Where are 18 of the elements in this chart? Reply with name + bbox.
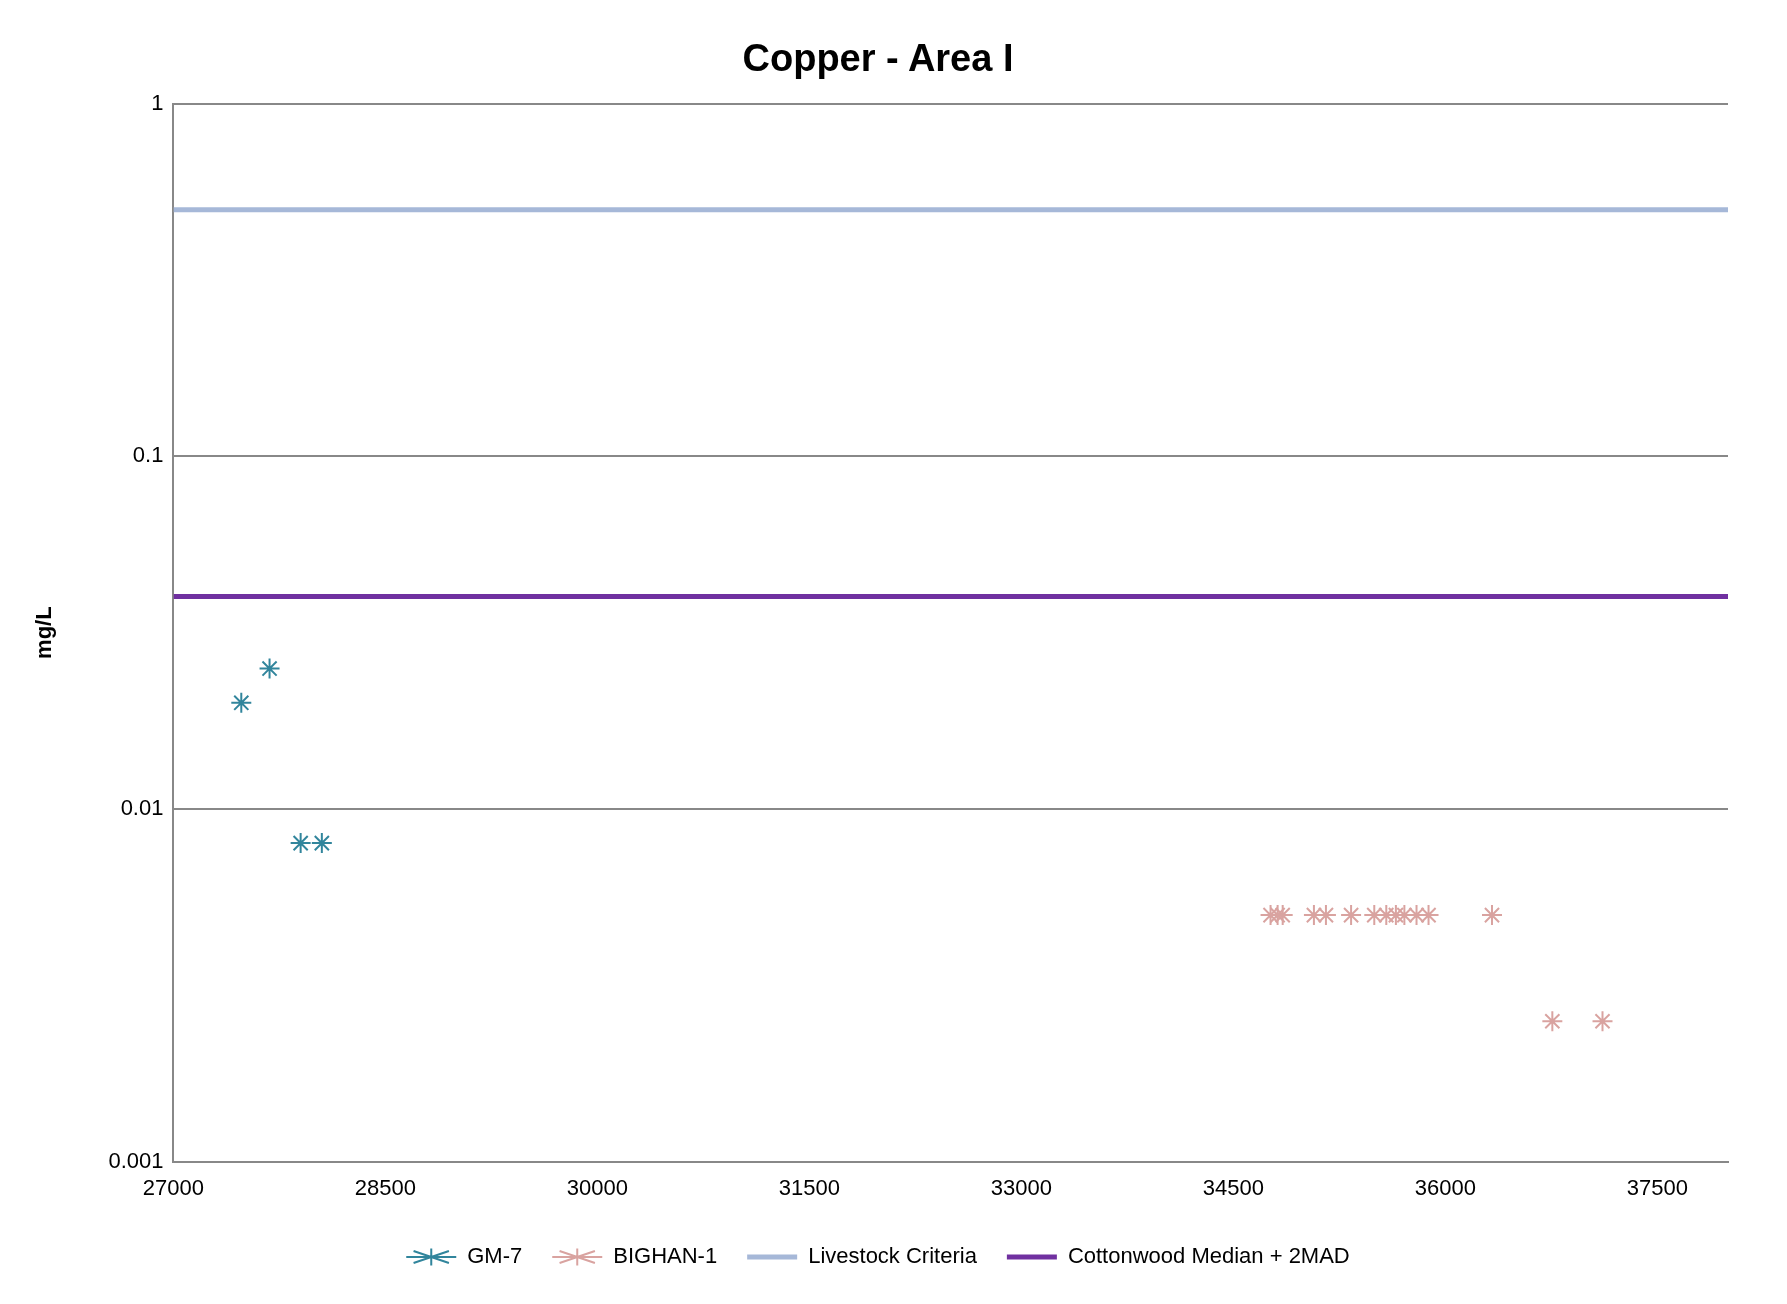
y-tick-label: 0.001: [108, 1147, 164, 1173]
x-tick-label: 33000: [990, 1174, 1052, 1200]
y-tick-label: 0.1: [132, 442, 164, 468]
y-axis-title: mg/L: [31, 606, 57, 659]
legend-label: Livestock Criteria: [808, 1243, 978, 1269]
chart-title: Copper - Area I: [742, 37, 1014, 80]
x-tick-label: 28500: [354, 1174, 417, 1200]
legend-label: GM-7: [467, 1243, 523, 1269]
x-tick-label: 36000: [1414, 1174, 1476, 1200]
y-tick-label: 0.01: [120, 795, 164, 820]
x-tick-label: 30000: [566, 1174, 629, 1200]
legend-label: Cottonwood Median + 2MAD: [1067, 1243, 1350, 1269]
legend-label: BIGHAN-1: [613, 1243, 718, 1269]
y-tick-label: 1: [151, 89, 164, 115]
x-tick-label: 37500: [1626, 1174, 1688, 1200]
x-tick-label: 27000: [142, 1174, 205, 1200]
x-tick-label: 34500: [1202, 1174, 1264, 1200]
x-tick-label: 31500: [778, 1174, 840, 1200]
